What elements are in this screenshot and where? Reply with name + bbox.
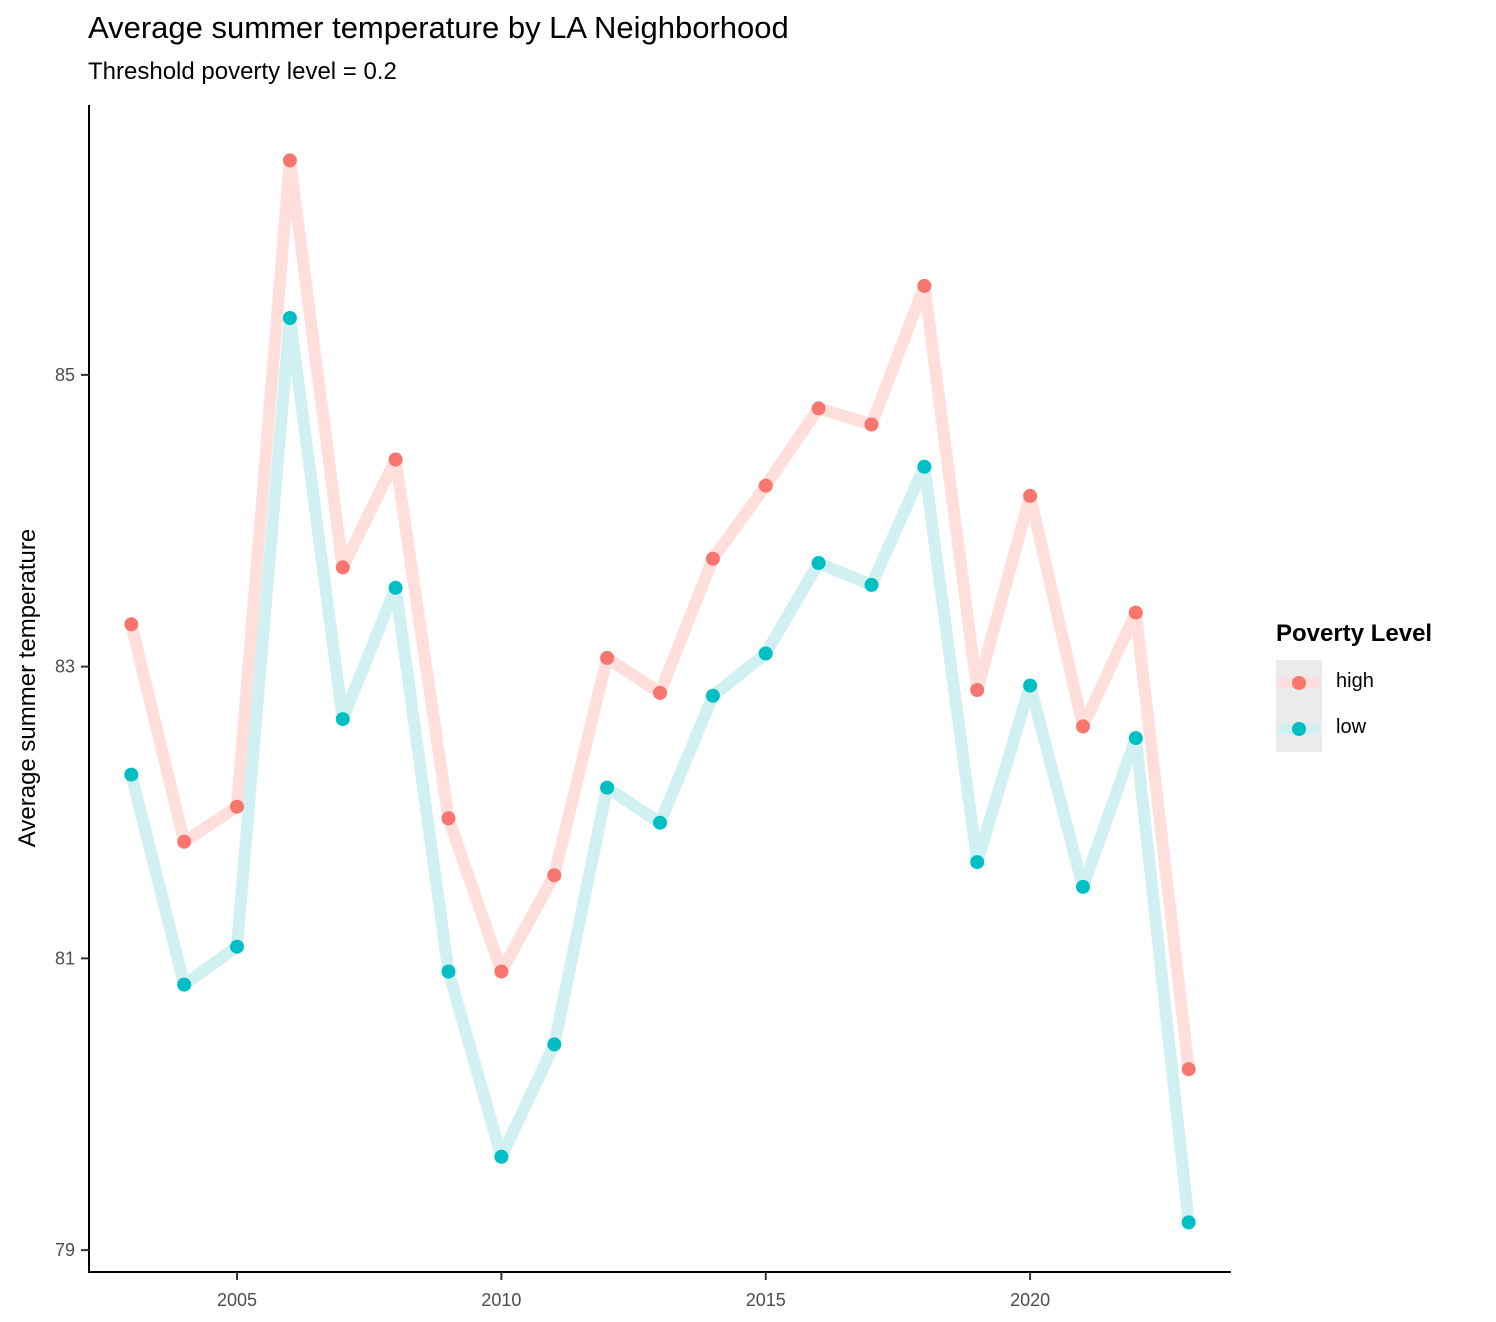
- data-point-low: [494, 1149, 509, 1164]
- legend-label-high: high: [1336, 670, 1374, 692]
- data-point-low: [864, 577, 879, 592]
- chart-title: Average summer temperature by LA Neighbo…: [88, 10, 789, 45]
- y-tick-label: 83: [55, 657, 75, 677]
- data-point-low: [441, 964, 456, 979]
- data-point-low: [653, 815, 667, 830]
- legend-items: high low: [1276, 660, 1432, 752]
- data-point-low: [705, 688, 720, 703]
- data-point-high: [705, 551, 720, 566]
- data-point-low: [335, 712, 350, 727]
- data-point-high: [758, 478, 773, 493]
- data-point-high: [1076, 719, 1090, 734]
- data-point-low: [1128, 731, 1143, 746]
- data-point-high: [653, 685, 667, 700]
- legend-key-high: [1276, 660, 1322, 706]
- data-point-high: [282, 153, 297, 168]
- legend: Poverty Level high low: [1276, 620, 1432, 752]
- legend-title: Poverty Level: [1276, 620, 1433, 647]
- data-point-high: [864, 417, 879, 432]
- data-point-low: [970, 855, 985, 870]
- data-point-low: [1076, 879, 1090, 894]
- data-point-low: [811, 556, 826, 570]
- data-point-high: [177, 834, 192, 849]
- legend-item-high: high: [1276, 660, 1432, 706]
- x-tick-label: 2005: [217, 1290, 257, 1310]
- y-tick-label: 81: [55, 948, 75, 968]
- data-point-high: [1023, 488, 1038, 503]
- series-line-high: [125, 154, 1195, 1070]
- x-tick-label: 2010: [481, 1290, 521, 1310]
- data-point-high: [441, 811, 456, 826]
- legend-item-low: low: [1276, 706, 1432, 752]
- legend-key-low: [1276, 706, 1322, 752]
- data-point-high: [388, 452, 403, 467]
- y-tick-label: 85: [55, 365, 75, 385]
- legend-label-low: low: [1336, 716, 1367, 738]
- data-point-low: [1023, 678, 1038, 693]
- x-tick-label: 2015: [746, 1290, 786, 1310]
- data-point-low: [282, 311, 297, 325]
- data-point-low: [1181, 1215, 1196, 1230]
- data-point-low: [758, 646, 773, 661]
- data-point-low: [917, 459, 932, 474]
- data-point-high: [547, 868, 562, 883]
- data-point-high: [917, 278, 932, 293]
- series-line-low: [125, 312, 1195, 1224]
- data-point-low: [177, 977, 192, 992]
- data-point-high: [811, 401, 826, 416]
- data-point-high: [970, 683, 985, 697]
- data-point-low: [600, 780, 615, 795]
- data-point-low: [388, 580, 403, 595]
- data-point-high: [230, 799, 244, 814]
- data-point-high: [335, 560, 350, 575]
- data-point-high: [124, 617, 139, 632]
- data-point-high: [1128, 605, 1143, 620]
- data-point-low: [124, 767, 139, 782]
- y-tick-label: 79: [55, 1240, 75, 1260]
- data-point-low: [547, 1037, 562, 1052]
- data-point-high: [1181, 1062, 1196, 1077]
- x-tick-label: 2020: [1010, 1290, 1050, 1310]
- data-point-high: [494, 964, 509, 979]
- chart-subtitle: Threshold poverty level = 0.2: [88, 58, 397, 85]
- data-point-high: [600, 650, 615, 665]
- data-point-low: [230, 939, 244, 954]
